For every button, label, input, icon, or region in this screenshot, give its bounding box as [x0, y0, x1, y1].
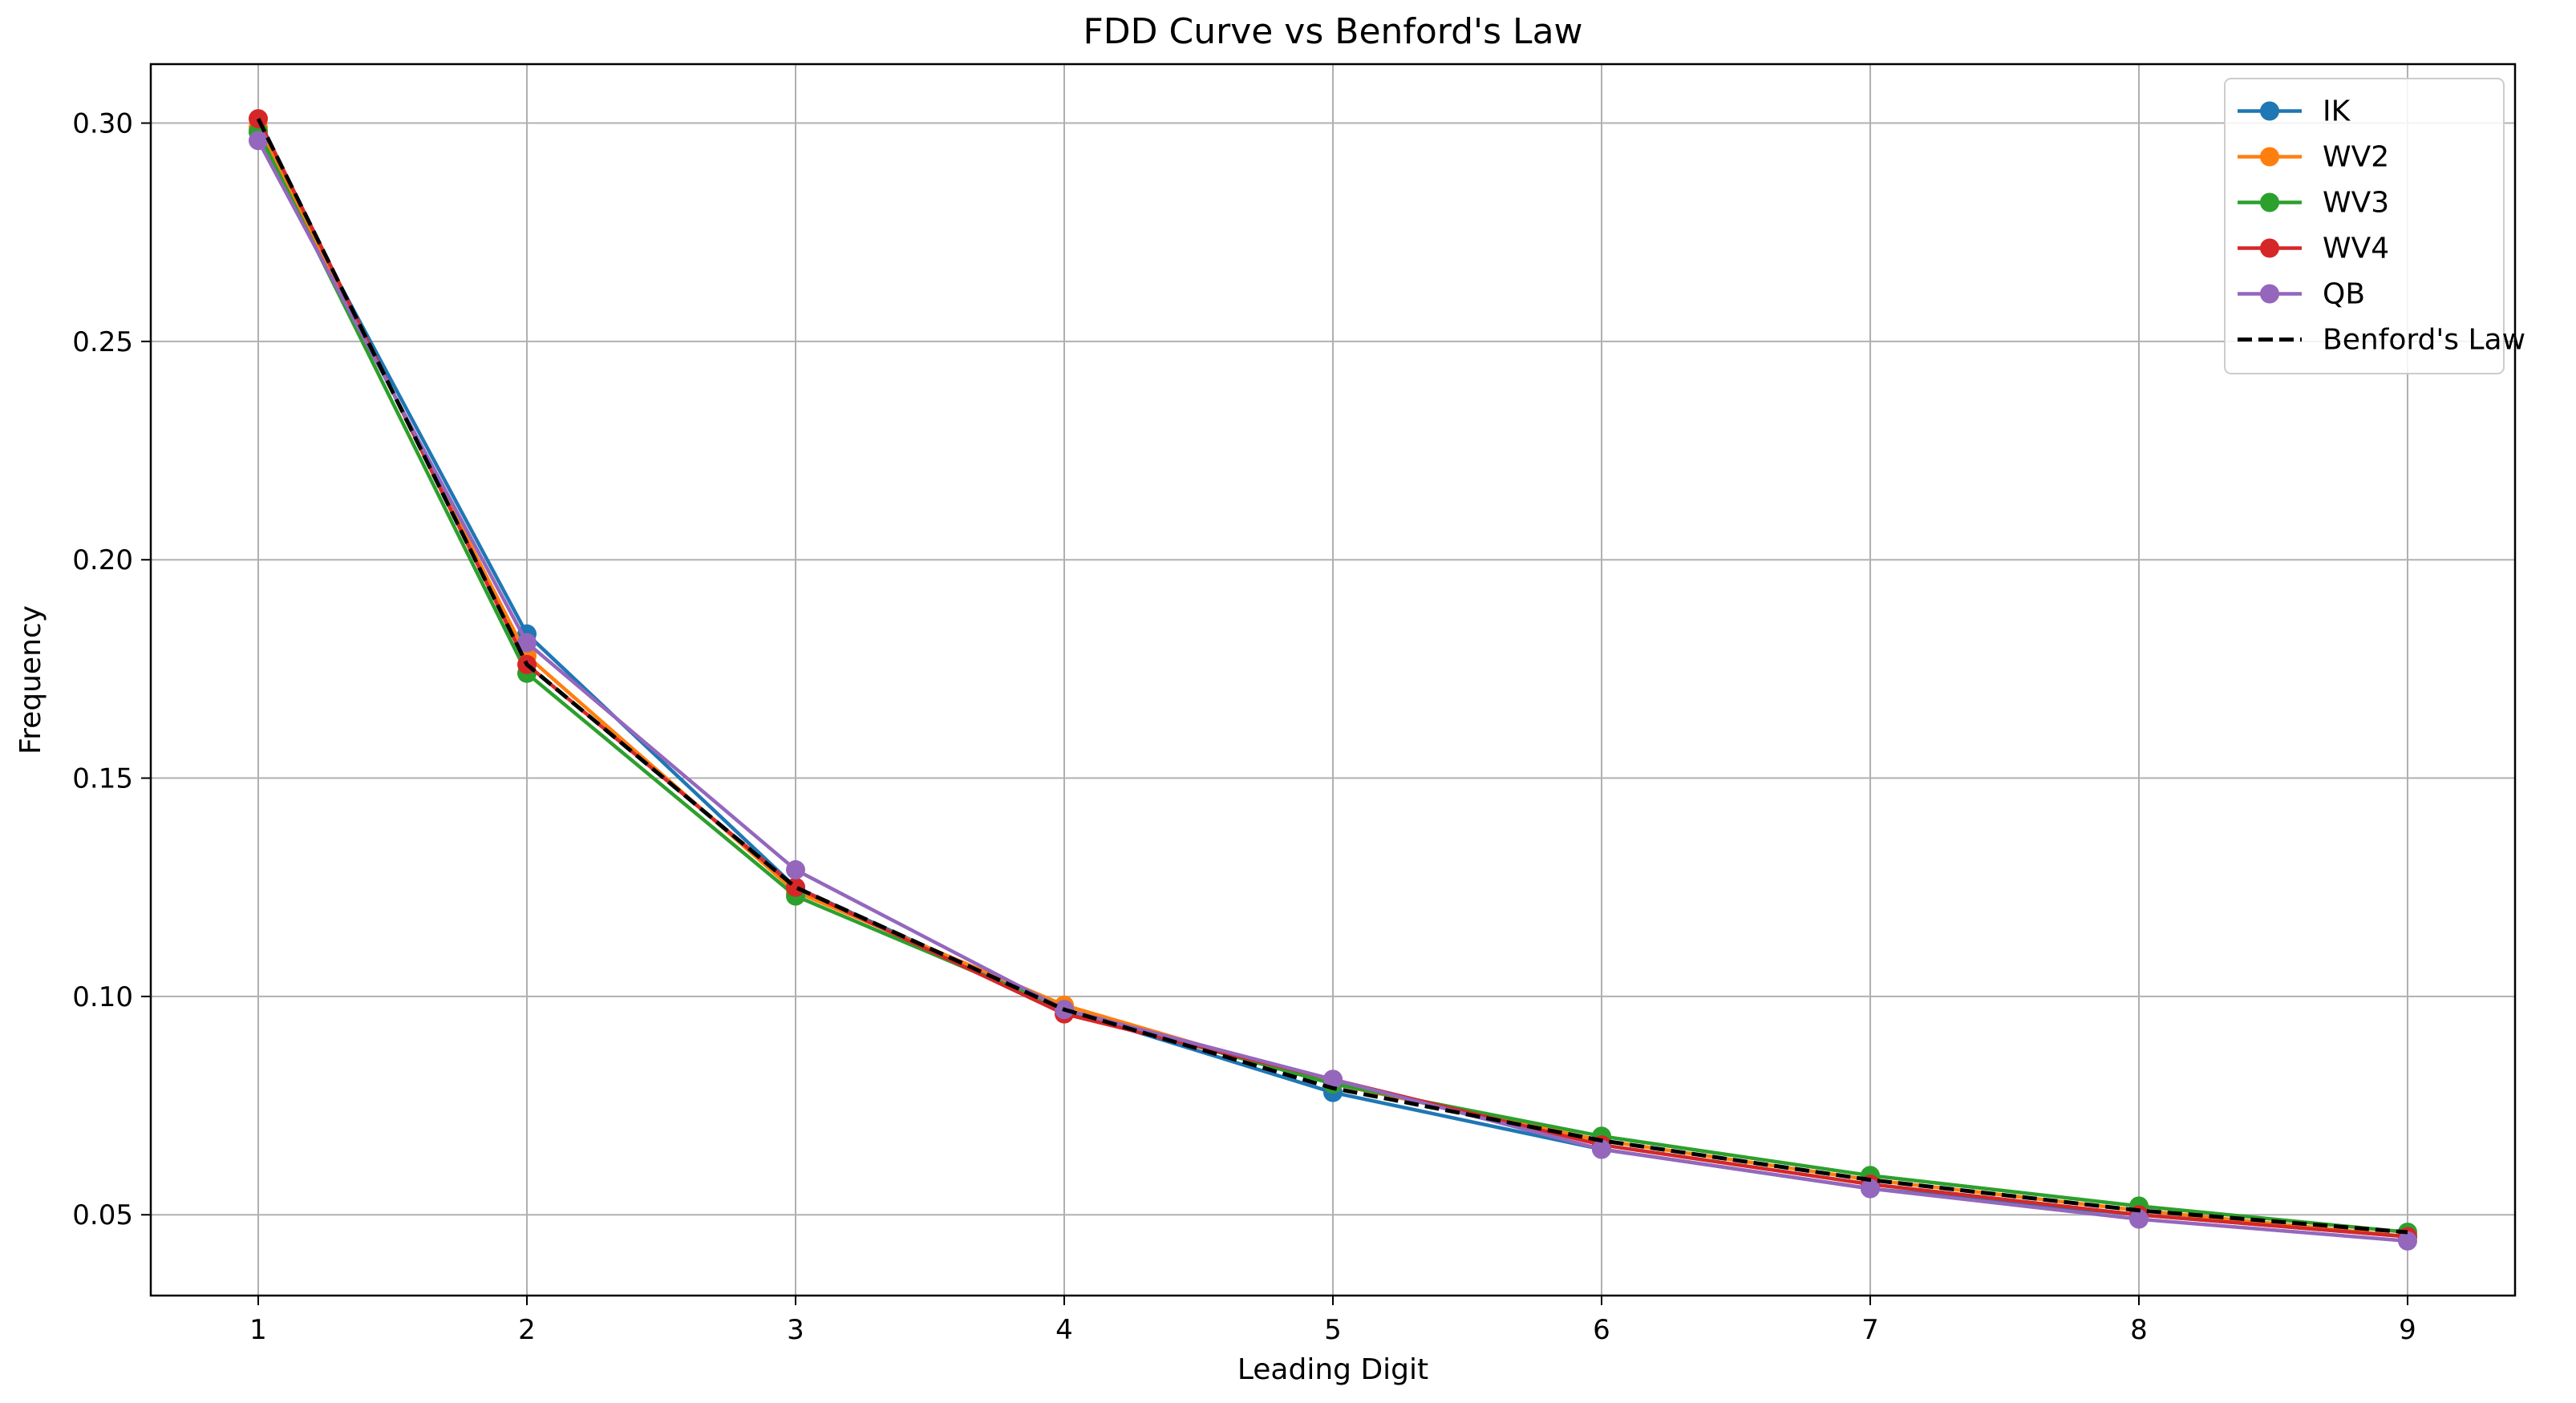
- legend-marker-wv2: [2260, 147, 2279, 167]
- x-tick-label-4: 4: [1055, 1314, 1073, 1346]
- legend-item-ik: IK: [2238, 95, 2351, 128]
- series-lines: [249, 109, 2417, 1251]
- data-point-qb-9: [2398, 1231, 2417, 1251]
- y-axis-label: Frequency: [14, 605, 47, 754]
- data-point-qb-3: [786, 859, 805, 879]
- x-tick-label-6: 6: [1593, 1314, 1610, 1346]
- legend-label-wv4: WV4: [2323, 232, 2389, 265]
- legend-marker-wv3: [2260, 192, 2279, 212]
- data-point-qb-1: [249, 131, 268, 151]
- data-point-qb-8: [2129, 1209, 2149, 1229]
- series-qb: [249, 131, 2417, 1251]
- legend-marker-qb: [2260, 284, 2279, 304]
- series-line-benford-s-law: [256, 117, 2408, 1235]
- x-tick-label-3: 3: [787, 1314, 804, 1346]
- legend-item-benford-s-law: Benford's Law: [2238, 324, 2525, 357]
- chart-title: FDD Curve vs Benford's Law: [1083, 11, 1582, 52]
- y-tick-label-0-05: 0.05: [72, 1199, 133, 1231]
- x-axis-label: Leading Digit: [1237, 1353, 1428, 1386]
- y-tick-label-0-20: 0.20: [72, 544, 133, 576]
- axis-ticks: 1 2 3 4 5 6 7 8 9 0.05 0.10 0.15 0.20 0.25 0.30: [72, 108, 2416, 1346]
- x-tick-label-1: 1: [249, 1314, 267, 1346]
- x-tick-label-5: 5: [1324, 1314, 1342, 1346]
- x-tick-label-7: 7: [1861, 1314, 1879, 1346]
- legend-label-benford-s-law: Benford's Law: [2323, 324, 2525, 357]
- legend-label-qb: QB: [2323, 278, 2365, 311]
- legend-item-wv4: WV4: [2238, 232, 2389, 265]
- legend-marker-ik: [2260, 101, 2279, 121]
- data-point-qb-7: [1861, 1179, 1880, 1199]
- legend-label-ik: IK: [2323, 95, 2351, 128]
- legend-label-wv3: WV3: [2323, 187, 2389, 220]
- x-tick-label-9: 9: [2399, 1314, 2416, 1346]
- legend-item-wv2: WV2: [2238, 141, 2389, 174]
- y-tick-label-0-15: 0.15: [72, 763, 133, 795]
- x-tick-label-2: 2: [518, 1314, 536, 1346]
- y-tick-label-0-10: 0.10: [72, 981, 133, 1013]
- series-benford-s-law: [256, 117, 2408, 1235]
- data-point-qb-5: [1323, 1069, 1343, 1090]
- y-tick-label-0-30: 0.30: [72, 108, 133, 140]
- legend-item-wv3: WV3: [2238, 187, 2389, 220]
- legend-marker-wv4: [2260, 238, 2279, 258]
- legend: IK WV2 WV3 WV4 QB Benford's Law: [2224, 78, 2525, 374]
- data-point-qb-2: [517, 633, 537, 653]
- legend-label-wv2: WV2: [2323, 141, 2389, 174]
- legend-box: [2224, 78, 2505, 374]
- y-tick-label-0-25: 0.25: [72, 326, 133, 358]
- data-point-qb-6: [1592, 1139, 1611, 1159]
- x-tick-label-8: 8: [2130, 1314, 2148, 1346]
- legend-item-qb: QB: [2238, 278, 2365, 311]
